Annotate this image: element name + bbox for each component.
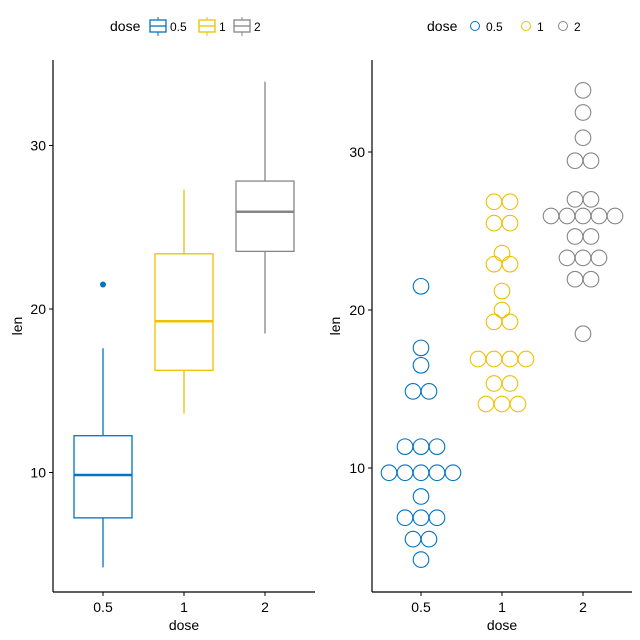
dot <box>477 395 495 413</box>
x-tick-label: 1 <box>498 599 506 615</box>
dot <box>485 193 503 211</box>
dot <box>428 509 446 527</box>
legend-label: 0.5 <box>486 20 503 34</box>
box <box>235 180 295 253</box>
dot <box>582 228 600 245</box>
dot <box>396 438 414 456</box>
dot <box>493 301 511 319</box>
dot <box>412 464 430 482</box>
dot <box>501 350 519 368</box>
dot <box>412 277 430 295</box>
dot <box>485 255 503 273</box>
dot <box>501 375 519 392</box>
legend-key-dot <box>558 21 568 31</box>
x-axis-title-left: dose <box>169 617 200 633</box>
dot <box>469 350 487 368</box>
legend-title-left: dose <box>110 18 141 34</box>
legend-key-dot <box>470 21 480 31</box>
y-tick-label: 30 <box>30 138 46 154</box>
y-tick-label: 10 <box>349 460 365 476</box>
outlier-point <box>100 281 106 288</box>
dot <box>412 438 430 456</box>
dot <box>574 129 592 147</box>
x-axis-title-right: dose <box>487 617 518 633</box>
dot <box>582 270 600 288</box>
y-axis-title-right: len <box>327 317 343 336</box>
dot <box>566 228 584 245</box>
dot <box>590 249 608 267</box>
dot <box>590 207 608 225</box>
box <box>73 435 133 519</box>
dot <box>574 325 592 343</box>
dot <box>493 395 511 413</box>
dot <box>493 244 511 262</box>
y-tick-label: 20 <box>30 301 46 317</box>
dot <box>404 383 422 400</box>
x-tick-label: 2 <box>261 599 269 615</box>
dot <box>493 282 511 300</box>
dot <box>501 193 519 211</box>
x-tick-label: 1 <box>180 599 188 615</box>
dot <box>428 438 446 456</box>
dot <box>501 214 519 232</box>
dot <box>412 509 430 527</box>
y-axis-title-left: len <box>9 317 25 336</box>
dot <box>485 313 503 331</box>
x-tick-label: 0.5 <box>93 599 113 615</box>
x-tick-label: 0.5 <box>411 599 431 615</box>
dot <box>542 207 560 225</box>
dot <box>574 104 592 121</box>
dot <box>412 339 430 357</box>
dot <box>582 191 600 208</box>
dot <box>566 191 584 208</box>
dot <box>566 152 584 170</box>
dot <box>558 249 576 267</box>
dot <box>412 551 430 568</box>
legend-label: 1 <box>219 20 226 34</box>
y-tick-label: 10 <box>30 465 46 481</box>
dot <box>396 464 414 482</box>
box <box>154 253 214 371</box>
dot <box>485 375 503 392</box>
dot <box>566 270 584 288</box>
dot <box>582 152 600 170</box>
legend-label: 2 <box>254 20 261 34</box>
y-tick-label: 20 <box>349 302 365 318</box>
dot <box>412 356 430 374</box>
y-tick-label: 30 <box>349 144 365 160</box>
dot <box>380 464 398 482</box>
dot <box>485 350 503 368</box>
legend-title-right: dose <box>427 18 458 34</box>
dot <box>420 530 438 548</box>
dot <box>574 82 592 99</box>
dot <box>420 383 438 400</box>
legend-label: 2 <box>574 20 581 34</box>
dot <box>501 313 519 331</box>
dot <box>574 207 592 225</box>
dot <box>428 464 446 482</box>
dot <box>404 530 422 548</box>
dot <box>501 255 519 273</box>
dot <box>412 488 430 505</box>
dot <box>574 249 592 267</box>
dot <box>444 464 462 482</box>
dot <box>485 214 503 232</box>
dot <box>509 395 527 413</box>
legend-key-dot <box>521 21 531 31</box>
x-tick-label: 2 <box>579 599 587 615</box>
dot <box>558 207 576 225</box>
dot <box>517 350 535 368</box>
legend-label: 1 <box>537 20 544 34</box>
legend-label: 0.5 <box>170 20 187 34</box>
dot <box>606 207 624 225</box>
dot <box>396 509 414 527</box>
